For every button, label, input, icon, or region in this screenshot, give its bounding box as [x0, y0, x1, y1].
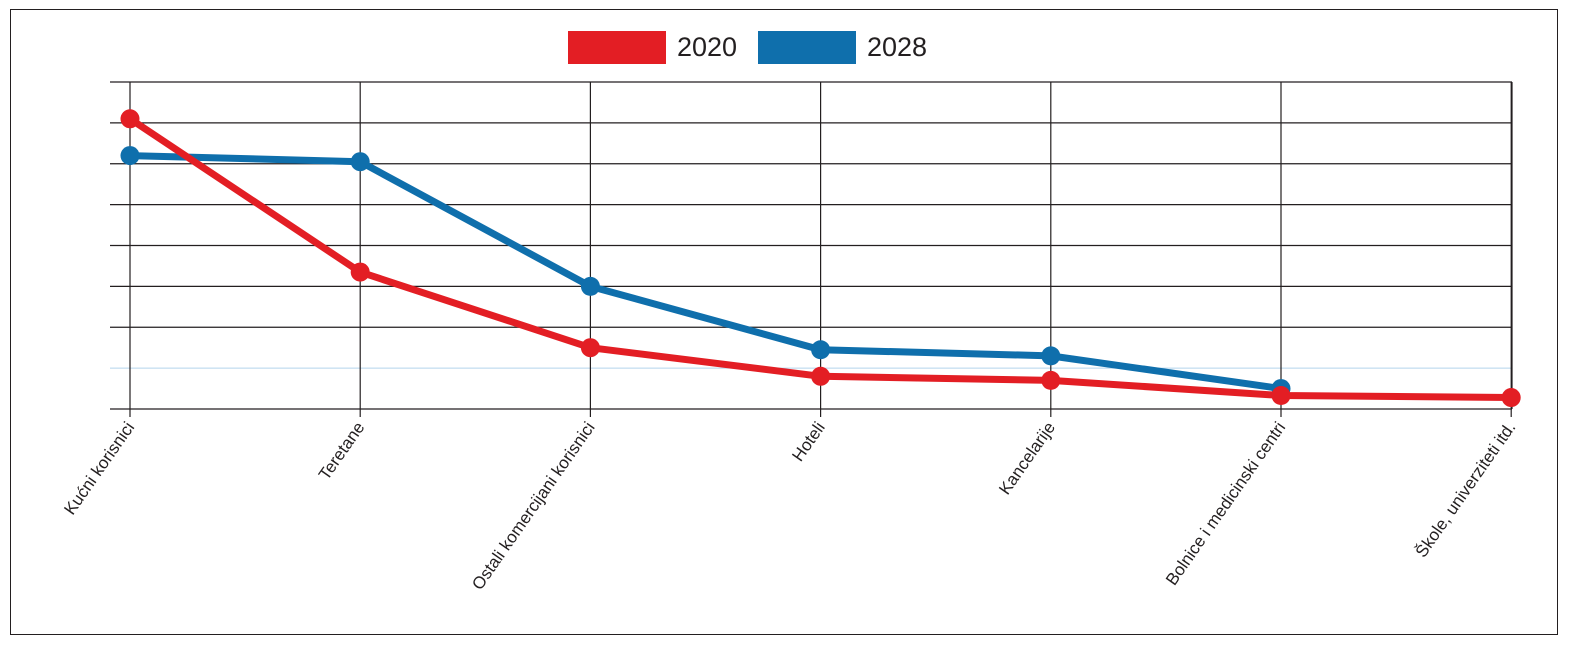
x-tick-label: Škole, univerziteti itd.: [1412, 418, 1520, 560]
data-point-2020: [580, 338, 600, 358]
grid: [110, 81, 1513, 417]
data-point-2020: [350, 262, 370, 282]
x-axis-tick-labels: Kućni korisnici Teretane Ostali komercijan…: [60, 418, 1519, 593]
legend-swatch-2020: [568, 31, 666, 64]
legend-label-2028: 2028: [867, 32, 927, 62]
x-tick-label: Hoteli: [788, 418, 828, 465]
x-tick-label: Teretane: [315, 418, 369, 483]
data-point-2020: [1041, 370, 1061, 390]
legend-swatch-2028: [758, 31, 856, 64]
data-point-2020: [1501, 388, 1521, 408]
legend: 2020 2028: [568, 31, 927, 64]
data-point-2028: [350, 152, 370, 172]
x-tick-label: Kancelarije: [995, 418, 1059, 498]
data-point-2020: [1271, 386, 1291, 406]
data-point-2028: [120, 146, 140, 166]
series-line-2028: [126, 152, 1285, 393]
x-tick-label: Ostali komercijani korisnici: [468, 418, 598, 593]
data-point-2020: [811, 366, 831, 386]
data-point-2028: [1041, 346, 1061, 366]
data-point-2020: [120, 109, 140, 129]
chart-frame: [10, 9, 1558, 635]
data-point-2028: [811, 340, 831, 360]
x-tick-label: Bolnice i medicinski centri: [1162, 418, 1289, 588]
legend-label-2020: 2020: [677, 32, 737, 62]
series-group: [120, 109, 1521, 408]
x-tick-label: Kućni korisnici: [60, 418, 138, 518]
data-point-2028: [580, 276, 600, 296]
